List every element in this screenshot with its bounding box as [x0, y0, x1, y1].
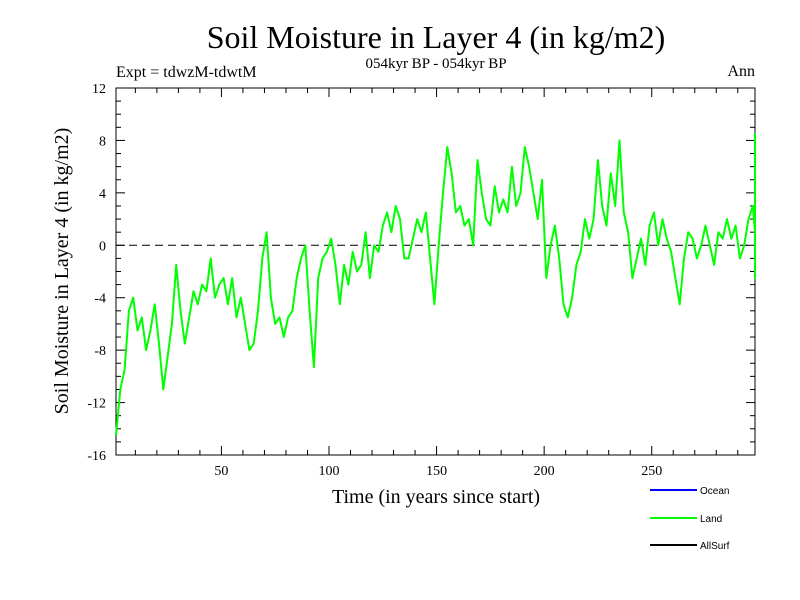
y-tick-label: -8	[94, 344, 106, 359]
chart-subtitle: 054kyr BP - 054kyr BP	[365, 56, 506, 72]
legend: Ocean Land AllSurf	[650, 486, 730, 552]
x-tick-label: 200	[534, 464, 555, 479]
axis-tick-labels: 50 100 150 200 250 -16 -12 -8 -4 0 4 8 12	[87, 82, 662, 479]
chart-title: Soil Moisture in Layer 4 (in kg/m2)	[207, 19, 666, 55]
y-tick-label: 4	[99, 187, 106, 202]
legend-label-land: Land	[700, 514, 722, 525]
y-tick-label: 0	[99, 239, 106, 254]
axis-ticks	[116, 87, 755, 456]
x-tick-label: 250	[641, 464, 662, 479]
series-line-land	[115, 132, 756, 436]
x-axis-label: Time (in years since start)	[332, 486, 540, 508]
y-tick-label: 12	[92, 82, 106, 97]
x-tick-label: 100	[319, 464, 340, 479]
y-tick-label: -4	[94, 292, 106, 307]
legend-label-allsurf: AllSurf	[700, 541, 730, 552]
y-tick-label: -16	[87, 449, 106, 464]
y-axis-label: Soil Moisture in Layer 4 (in kg/m2)	[51, 128, 73, 415]
y-tick-label: 8	[99, 134, 106, 149]
x-tick-label: 150	[426, 464, 447, 479]
legend-label-ocean: Ocean	[700, 486, 729, 497]
y-tick-label: -12	[87, 397, 106, 412]
x-tick-label: 50	[214, 464, 228, 479]
period-label: Ann	[727, 63, 755, 80]
experiment-label: Expt = tdwzM-tdwtM	[116, 64, 257, 81]
